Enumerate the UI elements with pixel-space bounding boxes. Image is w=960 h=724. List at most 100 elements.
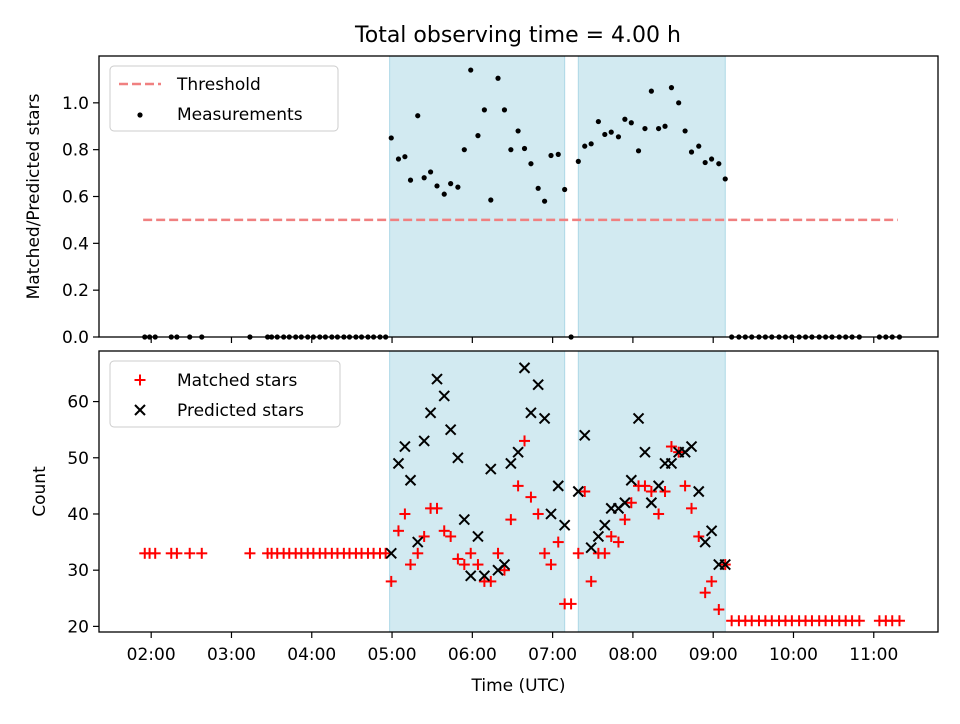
matched-star-point <box>713 604 725 616</box>
predicted-star-point <box>412 536 424 548</box>
top-ytick-label: 0.8 <box>62 141 89 161</box>
predicted-star-point <box>424 407 437 419</box>
measurement-point <box>515 128 521 134</box>
matched-star-point <box>525 491 537 503</box>
measurement-point <box>668 85 675 91</box>
predicted-star-point <box>505 457 517 470</box>
measurement-point <box>441 191 447 197</box>
matched-star-point <box>853 615 865 627</box>
xtick-label: 04:00 <box>287 645 336 665</box>
matched-star-point <box>431 502 443 514</box>
predicted-star-point <box>579 429 591 442</box>
top-ylabel: Matched/Predicted stars <box>24 93 44 299</box>
measurement-point <box>434 183 440 189</box>
matched-star-point <box>893 615 905 627</box>
matched-star-point <box>539 547 551 559</box>
top-ytick-label: 0.4 <box>62 234 89 254</box>
legend-predicted-swatch <box>134 404 146 416</box>
measurement-point <box>535 185 541 191</box>
measurement-point <box>388 135 394 141</box>
matched-star-point <box>706 575 718 587</box>
matched-star-point <box>599 547 611 559</box>
predicted-star-point <box>719 558 731 571</box>
matched-star-point <box>472 559 484 571</box>
predicted-star-point <box>431 373 443 385</box>
measurement-point <box>696 143 702 149</box>
bottom-ytick-label: 30 <box>67 561 89 581</box>
measurement-point <box>642 125 648 132</box>
xtick-label: 06:00 <box>448 645 497 665</box>
measurement-point <box>501 107 508 113</box>
predicted-star-point <box>485 463 497 475</box>
matched-star-point <box>645 486 657 497</box>
matched-star-point <box>492 547 504 559</box>
measurement-point <box>468 67 474 73</box>
matched-star-point <box>619 514 631 526</box>
matched-star-point <box>519 435 531 447</box>
matched-star-point <box>418 530 430 542</box>
measurement-point <box>648 88 654 94</box>
predicted-star-point <box>538 412 551 425</box>
predicted-star-point <box>385 547 397 560</box>
measurement-point <box>708 156 715 162</box>
predicted-star-point <box>465 570 477 582</box>
matched-star-point <box>149 547 161 559</box>
predicted-star-point <box>619 497 631 509</box>
matched-star-point <box>532 508 544 520</box>
measurement-point <box>488 197 494 203</box>
matched-star-point <box>184 547 196 559</box>
measurement-point <box>676 100 682 106</box>
bottom-ytick-label: 60 <box>67 393 89 413</box>
matched-star-point <box>512 480 524 492</box>
predicted-star-point <box>632 412 645 425</box>
matched-star-point <box>686 502 698 514</box>
measurement-point <box>407 177 414 183</box>
bottom-ytick-label: 40 <box>67 505 89 525</box>
top-shaded-interval <box>577 55 726 338</box>
matched-star-point <box>625 497 637 509</box>
predicted-star-point <box>472 530 484 543</box>
matched-star-point <box>612 536 624 548</box>
predicted-star-point <box>545 508 557 520</box>
measurement-point <box>588 141 594 147</box>
top-shaded-interval <box>389 55 566 338</box>
top-ytick-label: 0.6 <box>62 188 89 208</box>
predicted-star-point <box>512 446 524 458</box>
predicted-star-point <box>532 379 544 391</box>
matched-star-point <box>412 547 424 559</box>
predicted-star-point <box>399 440 411 453</box>
matched-star-point <box>545 559 557 571</box>
measurement-point <box>402 154 408 160</box>
measurement-point <box>395 156 402 162</box>
predicted-star-point <box>498 558 511 571</box>
measurement-point <box>528 161 534 167</box>
bottom-frame <box>98 350 939 633</box>
predicted-star-point <box>438 390 450 402</box>
matched-star-point <box>485 575 497 587</box>
measurement-point <box>595 118 601 125</box>
bottom-legend: Matched stars Predicted stars <box>109 360 341 428</box>
x-axis-label: Time (UTC) <box>471 676 566 696</box>
measurement-point <box>722 176 728 182</box>
matched-star-point <box>659 486 671 497</box>
matched-star-point <box>244 547 256 559</box>
matched-star-point <box>665 441 677 453</box>
measurement-point <box>602 131 608 138</box>
chart-title: Total observing time = 4.00 h <box>354 23 681 48</box>
legend-threshold-label: Threshold <box>176 75 261 95</box>
matched-star-point <box>572 547 584 559</box>
predicted-star-point <box>585 541 597 554</box>
predicted-star-point <box>645 497 658 509</box>
measurement-point <box>635 148 642 154</box>
measurement-point <box>555 151 561 157</box>
matched-star-point <box>452 553 464 565</box>
predicted-star-point <box>699 536 711 548</box>
top-ytick-label: 1.0 <box>62 94 89 114</box>
measurement-point <box>495 75 501 81</box>
legend-matched-label: Matched stars <box>177 371 297 391</box>
matched-star-point <box>171 547 183 559</box>
predicted-star-point <box>572 485 585 498</box>
predicted-star-point <box>685 440 698 453</box>
matched-star-point <box>699 587 711 599</box>
